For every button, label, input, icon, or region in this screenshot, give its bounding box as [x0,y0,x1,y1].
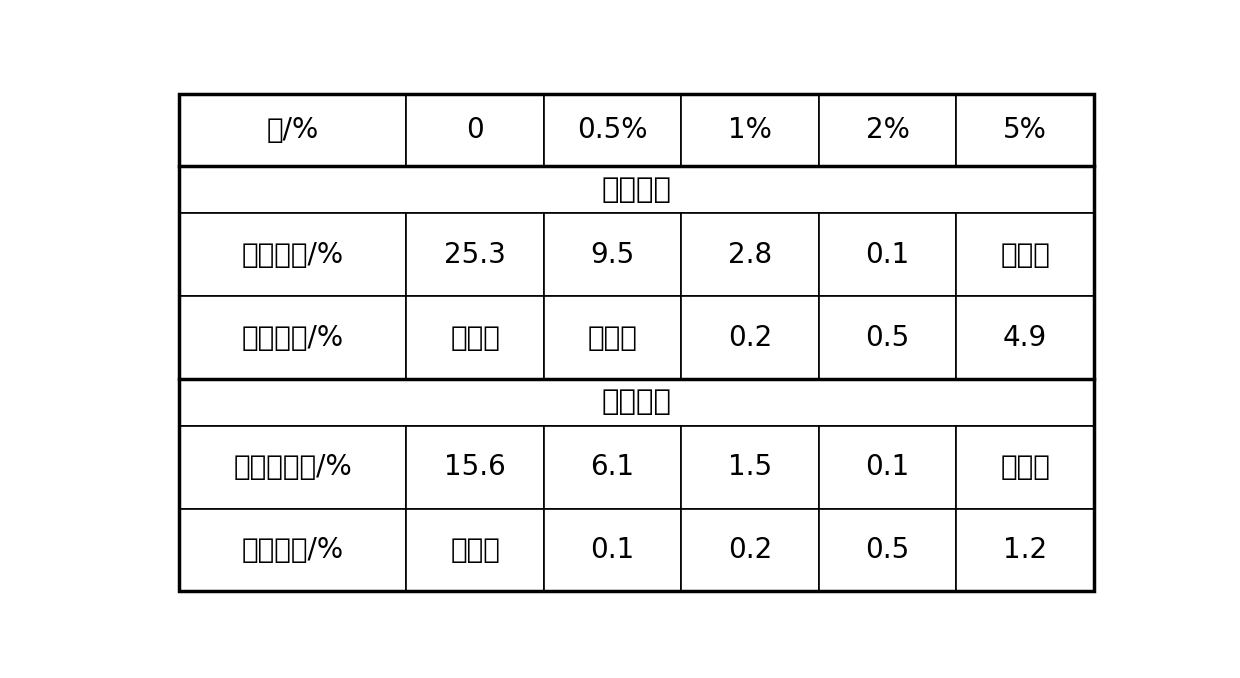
Text: 0.5%: 0.5% [578,117,647,144]
Bar [956,296,1094,379]
Bar [179,426,407,508]
Bar [681,94,818,166]
Bar [681,426,818,508]
Text: 0.2: 0.2 [728,536,773,564]
Bar [544,508,681,591]
Text: 未检出: 未检出 [450,323,500,351]
Bar [544,296,681,379]
Text: 2.8: 2.8 [728,241,773,268]
Text: 未检出: 未检出 [450,536,500,564]
Text: 未检出: 未检出 [1001,453,1050,481]
Bar [179,214,407,296]
Text: 0.2: 0.2 [728,323,773,351]
Text: 25.3: 25.3 [444,241,506,268]
Bar [179,379,1094,426]
Bar [407,508,544,591]
Bar [818,296,956,379]
Bar [407,296,544,379]
Text: 0.1: 0.1 [866,453,910,481]
Text: 未检出: 未检出 [1001,241,1050,268]
Text: 三氯丙酮/%: 三氯丙酮/% [242,241,343,268]
Bar [544,426,681,508]
Bar [818,214,956,296]
Bar [956,426,1094,508]
Bar [179,94,407,166]
Text: 15.6: 15.6 [444,453,506,481]
Text: 0: 0 [466,117,484,144]
Bar [407,94,544,166]
Text: 一氯丙酮/%: 一氯丙酮/% [242,323,343,351]
Text: 0.1: 0.1 [590,536,635,564]
Text: 0.5: 0.5 [866,536,910,564]
Text: 二氯丙酮/%: 二氯丙酮/% [242,536,343,564]
Bar [179,296,407,379]
Text: 0.5: 0.5 [866,323,910,351]
Text: 1.2: 1.2 [1003,536,1048,564]
Bar [407,426,544,508]
Text: 4.9: 4.9 [1003,323,1048,351]
Bar [681,214,818,296]
Text: 未检出: 未检出 [588,323,637,351]
Bar [407,214,544,296]
Text: 9.5: 9.5 [590,241,635,268]
Bar [956,508,1094,591]
Text: 多氯代丙酮/%: 多氯代丙酮/% [233,453,352,481]
Text: 第二阶段: 第二阶段 [601,388,672,416]
Bar [956,214,1094,296]
Text: 0.1: 0.1 [866,241,910,268]
Text: 1.5: 1.5 [728,453,773,481]
Text: 6.1: 6.1 [590,453,635,481]
Bar [681,296,818,379]
Text: 2%: 2% [866,117,910,144]
Bar [179,166,1094,214]
Text: 水/%: 水/% [267,117,319,144]
Bar [179,508,407,591]
Bar [956,94,1094,166]
Bar [544,214,681,296]
Bar [544,94,681,166]
Bar [818,508,956,591]
Bar [818,94,956,166]
Bar [818,426,956,508]
Text: 1%: 1% [728,117,773,144]
Bar [681,508,818,591]
Text: 5%: 5% [1003,117,1047,144]
Text: 第一阶段: 第一阶段 [601,176,672,204]
